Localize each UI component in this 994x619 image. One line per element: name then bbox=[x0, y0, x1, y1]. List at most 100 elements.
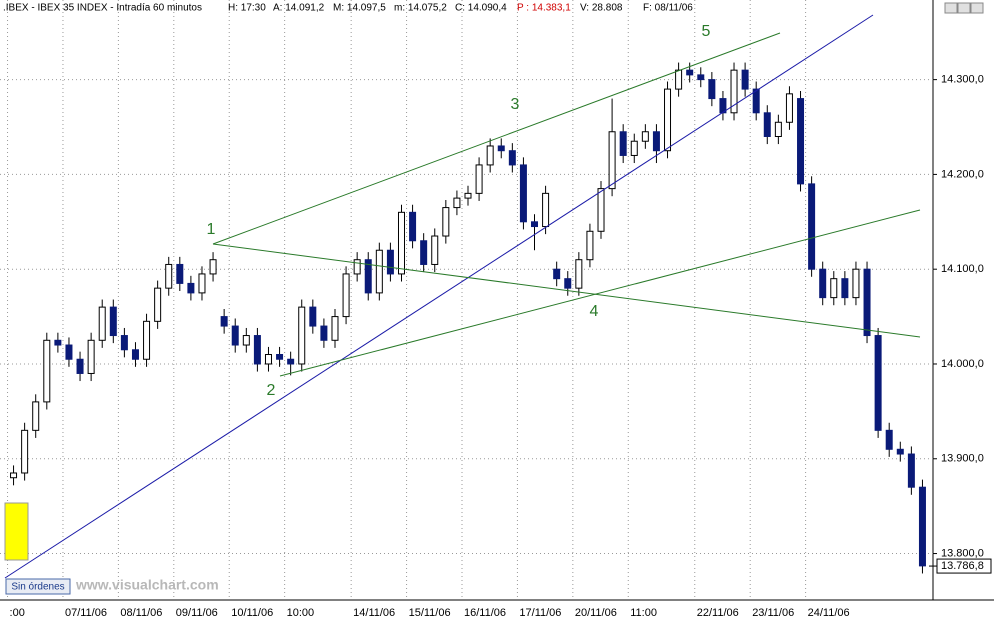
x-tick-label: 09/11/06 bbox=[176, 607, 218, 619]
candle-body bbox=[575, 259, 583, 289]
candle-body bbox=[331, 316, 339, 341]
candle-body bbox=[564, 278, 572, 289]
candle-body bbox=[420, 240, 428, 265]
candle-body bbox=[342, 273, 350, 318]
candle-body bbox=[87, 339, 95, 374]
candle-body bbox=[253, 335, 261, 365]
candle-body bbox=[43, 339, 51, 403]
candle-body bbox=[763, 112, 771, 137]
last-price-label: 13.786,8 bbox=[941, 560, 984, 572]
candle-body bbox=[797, 98, 805, 185]
candle-body bbox=[209, 259, 217, 275]
trend-line bbox=[212, 32, 781, 245]
wave-label: 5 bbox=[702, 23, 711, 40]
candle-body bbox=[741, 69, 749, 90]
candle-body bbox=[752, 88, 760, 114]
candle-body bbox=[187, 282, 195, 294]
candle-body bbox=[120, 335, 128, 351]
candle-body bbox=[586, 230, 594, 261]
candle-body bbox=[841, 278, 849, 299]
header-pointer: P : 14.383,1 bbox=[517, 3, 571, 14]
header: .IBEX - IBEX 35 INDEX - Intradía 60 minu… bbox=[3, 3, 693, 14]
x-tick-label: 22/11/06 bbox=[697, 607, 739, 619]
x-tick-label: 08/11/06 bbox=[120, 607, 162, 619]
candle-body bbox=[896, 448, 904, 455]
header-symbol: .IBEX - IBEX 35 INDEX - Intradía 60 minu… bbox=[3, 3, 202, 14]
x-tick-label: 23/11/06 bbox=[752, 607, 794, 619]
header-high: M: 14.097,5 bbox=[333, 3, 386, 14]
candle-body bbox=[10, 472, 18, 479]
wave-label: 3 bbox=[511, 96, 520, 113]
x-tick-label: :00 bbox=[10, 607, 25, 619]
candle-body bbox=[619, 131, 627, 156]
candle-body bbox=[231, 325, 239, 346]
candle-body bbox=[785, 93, 793, 123]
trend-lines bbox=[4, 14, 921, 579]
x-tick-label: 16/11/06 bbox=[464, 607, 506, 619]
candle-body bbox=[486, 145, 494, 166]
candle-body bbox=[464, 192, 472, 199]
volume-marker bbox=[4, 502, 29, 561]
candle-body bbox=[808, 183, 816, 270]
y-tick-label: 14.100,0 bbox=[941, 263, 984, 275]
candle-body bbox=[176, 263, 184, 284]
candle-body bbox=[597, 188, 605, 232]
wave-label: 1 bbox=[207, 221, 216, 238]
candle-body bbox=[264, 354, 272, 365]
candle-body bbox=[652, 131, 660, 152]
x-tick-label: 24/11/06 bbox=[808, 607, 850, 619]
candle-body bbox=[519, 164, 527, 223]
header-close: C: 14.090,4 bbox=[455, 3, 507, 14]
watermark: www.visualchart.com bbox=[75, 577, 219, 593]
minimize-button[interactable] bbox=[944, 2, 958, 14]
candle-body bbox=[276, 354, 284, 360]
x-tick-label: 07/11/06 bbox=[65, 607, 107, 619]
candle-body bbox=[885, 429, 893, 450]
candle-body bbox=[497, 145, 505, 152]
candle-body bbox=[431, 235, 439, 265]
trend-line bbox=[279, 209, 921, 377]
x-tick-label: 14/11/06 bbox=[353, 607, 395, 619]
close-button[interactable] bbox=[970, 2, 984, 14]
candle-body bbox=[375, 249, 383, 294]
candle-body bbox=[409, 211, 417, 242]
candle-body bbox=[198, 273, 206, 294]
candle-body bbox=[774, 121, 782, 137]
candle-body bbox=[863, 268, 871, 337]
y-tick-label: 13.800,0 bbox=[941, 547, 984, 559]
trend-line bbox=[212, 243, 921, 338]
candle-body bbox=[109, 306, 117, 337]
wave-labels: 1 2 3 4 5 bbox=[207, 23, 711, 399]
y-tick-label: 13.900,0 bbox=[941, 453, 984, 465]
candle-body bbox=[309, 306, 317, 327]
candle-body bbox=[165, 263, 173, 289]
candle-body bbox=[531, 221, 539, 228]
candle-body bbox=[675, 69, 683, 90]
candle-body bbox=[54, 339, 62, 346]
candle-body bbox=[664, 88, 672, 152]
wave-label: 2 bbox=[267, 382, 276, 399]
candle-body bbox=[242, 335, 250, 346]
y-tick-label: 14.200,0 bbox=[941, 168, 984, 180]
candle-body bbox=[630, 140, 638, 156]
candle-body bbox=[453, 197, 461, 209]
x-tick-label: 11:00 bbox=[630, 607, 657, 619]
candle-body bbox=[298, 306, 306, 365]
x-tick-label: 10:00 bbox=[287, 607, 315, 619]
orders-label: Sin órdenes bbox=[11, 582, 64, 593]
candle-body bbox=[918, 486, 926, 567]
candle-body bbox=[287, 358, 295, 365]
candle-body bbox=[907, 453, 915, 488]
candle-body bbox=[708, 79, 716, 100]
candle-body bbox=[542, 192, 550, 228]
candle-body bbox=[32, 401, 40, 431]
candle-body bbox=[641, 131, 649, 142]
candle-body bbox=[608, 131, 616, 190]
orders-button[interactable] bbox=[5, 578, 71, 595]
x-tick-label: 15/11/06 bbox=[409, 607, 451, 619]
last-price-box bbox=[936, 558, 992, 574]
maximize-button[interactable] bbox=[957, 2, 971, 14]
x-tick-label: 17/11/06 bbox=[519, 607, 561, 619]
